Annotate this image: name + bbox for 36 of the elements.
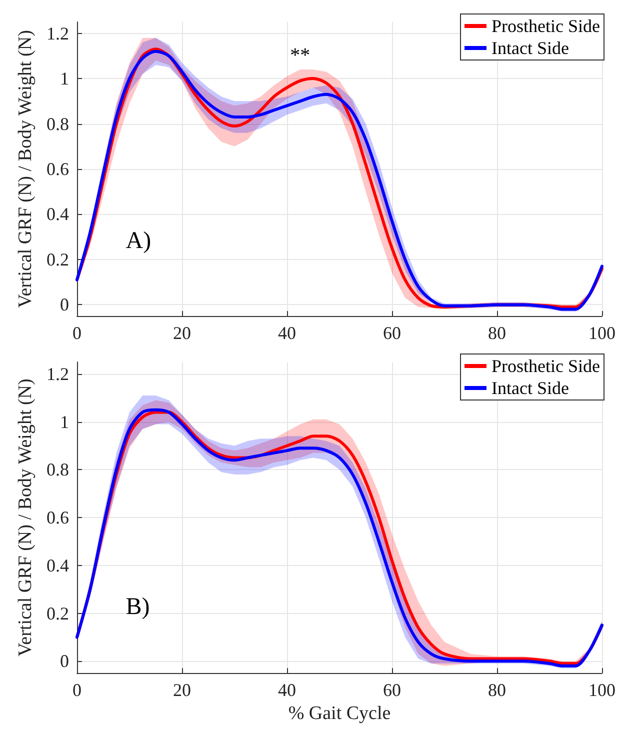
x-tick-label: 100 [588,680,616,700]
y-tick-label: 0.8 [46,114,69,134]
legend-label: Prosthetic Side [492,356,600,376]
x-tick-label: 40 [278,323,296,343]
x-tick-label: 0 [72,680,82,700]
annotation: A) [126,228,152,254]
x-axis-title: % Gait Cycle [288,703,391,724]
y-tick-label: 0.6 [46,159,69,179]
x-tick-label: 60 [383,323,401,343]
legend-label: Intact Side [492,378,569,398]
x-tick-label: 100 [588,323,616,343]
x-tick-label: 0 [72,323,82,343]
legend-label: Prosthetic Side [492,16,600,36]
x-tick-label: 60 [383,680,401,700]
y-axis-title: Vertical GRF (N) / Body Weight (N) [15,30,36,308]
y-tick-label: 0.2 [46,249,69,270]
y-tick-label: 0.4 [46,204,69,224]
y-tick-label: 1 [60,412,69,432]
x-tick-label: 40 [278,680,296,700]
y-axis-title: Vertical GRF (N) / Body Weight (N) [15,378,36,656]
x-tick-label: 80 [488,323,506,343]
annotation: ** [290,44,310,66]
y-tick-label: 0 [60,294,69,315]
y-tick-label: 1.2 [46,23,69,44]
x-tick-label: 20 [173,323,191,343]
y-tick-label: 0.2 [46,603,69,624]
annotation: B) [126,594,150,620]
x-tick-label: 20 [173,680,191,700]
y-tick-label: 0 [60,651,69,672]
x-tick-label: 80 [488,680,506,700]
y-tick-label: 1 [60,68,69,89]
y-tick-label: 1.2 [46,364,69,384]
y-tick-label: 0.8 [46,460,69,480]
y-tick-label: 0.4 [46,555,69,576]
y-tick-label: 0.6 [46,508,69,528]
legend-label: Intact Side [492,38,569,58]
